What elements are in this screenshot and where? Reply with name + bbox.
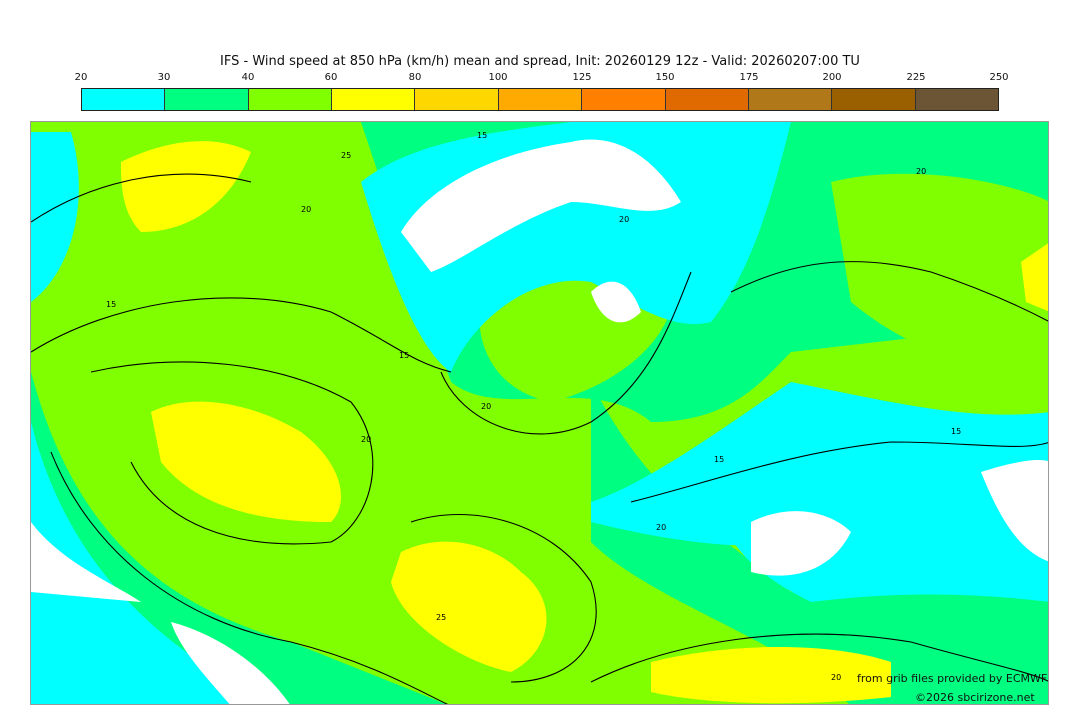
wind-area-below-20 (751, 511, 851, 576)
contour-lines (31, 173, 1048, 704)
contour-label: 20 (619, 215, 629, 224)
contour-label: 25 (341, 151, 351, 160)
colorbar-tick: 100 (488, 72, 508, 83)
map-canvas: 15 20 25 20 15 15 20 25 20 15 20 15 20 2… (31, 122, 1048, 704)
wind-area-60-80 (391, 541, 547, 672)
wind-area-20-30 (31, 132, 79, 302)
wind-area-60-80 (651, 647, 891, 704)
wind-area-below-20 (591, 281, 641, 323)
colorbar-tick: 225 (906, 72, 926, 83)
colorbar-tick: 30 (157, 72, 171, 83)
colorbar-segment (165, 89, 249, 110)
colorbar-segment (248, 89, 333, 110)
wind-area-60-80 (151, 401, 341, 522)
colorbar-tick: 150 (655, 72, 675, 83)
wind-area-below-20 (171, 622, 290, 704)
colorbar (81, 88, 999, 111)
colorbar-tick: 125 (572, 72, 592, 83)
colorbar-tick: 20 (74, 72, 88, 83)
colorbar-segment (415, 89, 499, 110)
copyright-credit: ©2026 sbcirizone.net (915, 691, 1035, 704)
contour-label: 15 (399, 351, 409, 360)
colorbar-tick: 200 (822, 72, 842, 83)
wind-area-60-80 (121, 141, 251, 232)
colorbar-segment (832, 89, 916, 110)
colorbar-tick: 175 (739, 72, 759, 83)
contour-label: 15 (951, 427, 961, 436)
wind-area-40-60 (831, 173, 1048, 382)
colorbar-ticks: 20 30 40 60 80 100 125 150 175 200 225 2… (0, 72, 1080, 86)
contour-label: 20 (361, 435, 371, 444)
wind-area-30-40 (591, 382, 1048, 704)
contour-label: 20 (831, 673, 841, 682)
wind-speed-map[interactable]: 15 20 25 20 15 15 20 25 20 15 20 15 20 2… (30, 121, 1049, 705)
contour-label: 20 (916, 167, 926, 176)
colorbar-segment (498, 89, 583, 110)
colorbar-segment (915, 89, 998, 110)
colorbar-segment (82, 89, 166, 110)
data-source-credit: from grib files provided by ECMWF (857, 672, 1048, 685)
colorbar-segment (748, 89, 833, 110)
colorbar-tick: 60 (324, 72, 338, 83)
colorbar-tick: 250 (989, 72, 1009, 83)
contour-label: 15 (106, 300, 116, 309)
contour-label: 20 (481, 402, 491, 411)
contour-label: 20 (656, 523, 666, 532)
colorbar-segment (332, 89, 416, 110)
wind-area-below-20 (981, 460, 1048, 562)
wind-area-60-80 (1021, 243, 1048, 312)
wind-area-below-20 (31, 522, 141, 602)
wind-area-below-20 (401, 139, 681, 272)
chart-title: IFS - Wind speed at 850 hPa (km/h) mean … (220, 54, 860, 69)
wind-area-20-30 (31, 422, 268, 704)
contour-label-group: 15 20 25 20 15 15 20 25 20 15 20 15 20 2… (106, 131, 961, 682)
colorbar-tick: 40 (241, 72, 255, 83)
contour-label: 15 (714, 455, 724, 464)
colorbar-segment (582, 89, 666, 110)
contour-label: 15 (477, 131, 487, 140)
wind-area-20-30 (591, 382, 1048, 546)
contour-label: 25 (436, 613, 446, 622)
colorbar-segment (665, 89, 749, 110)
contour-label: 20 (301, 205, 311, 214)
colorbar-tick: 80 (408, 72, 422, 83)
